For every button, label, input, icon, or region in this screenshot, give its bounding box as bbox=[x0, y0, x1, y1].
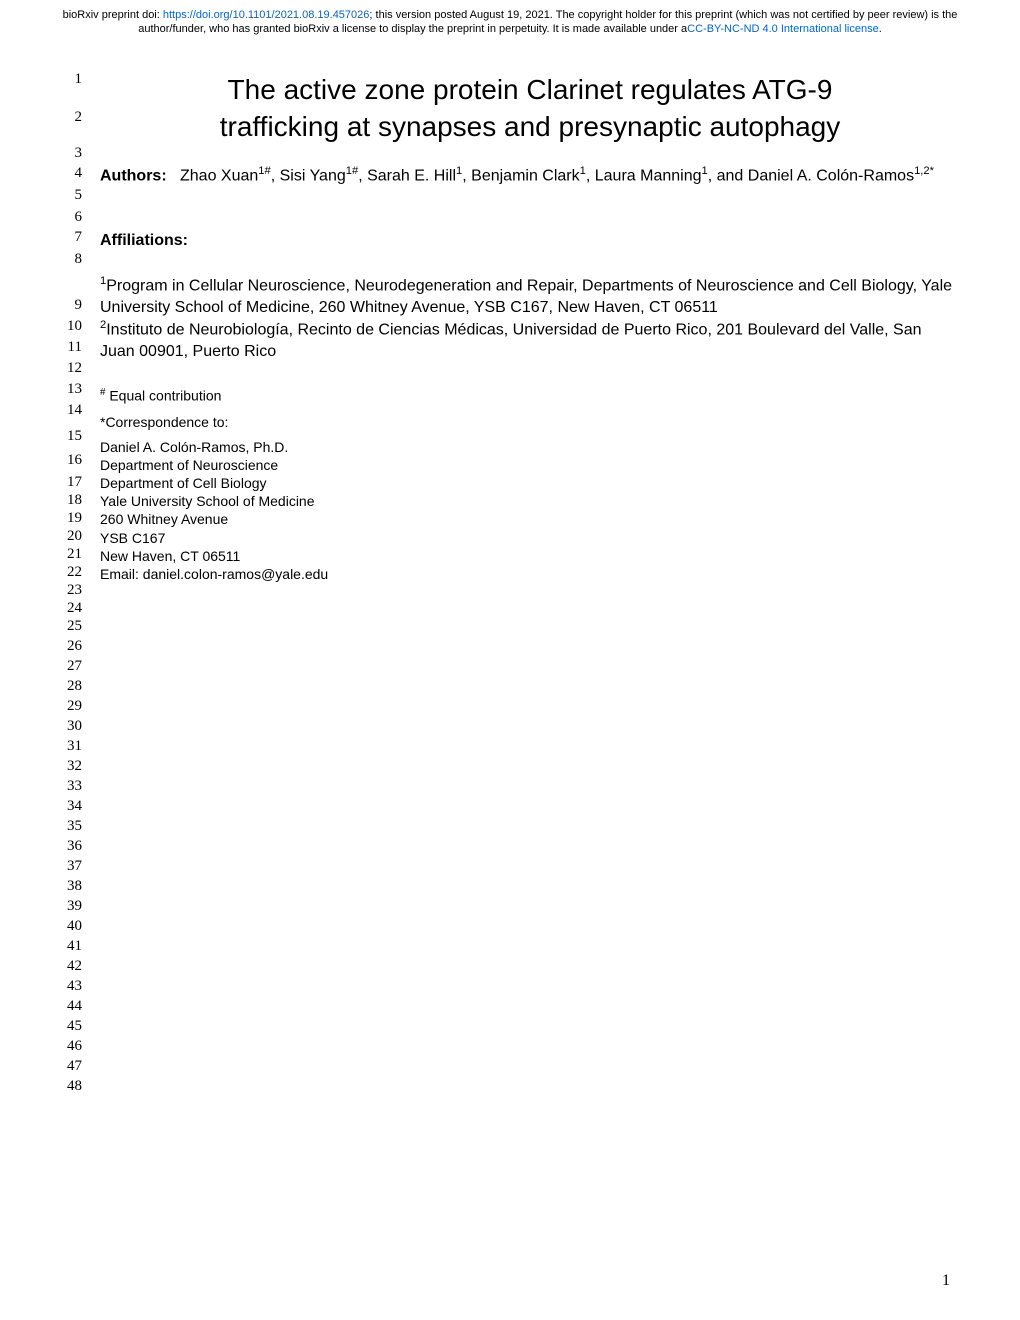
line-number: 14 bbox=[60, 402, 100, 428]
title-line-1: The active zone protein Clarinet regulat… bbox=[228, 74, 833, 105]
line-number: 23 bbox=[60, 582, 100, 600]
content-wrapper: 1 2 3 4 5 6 7 8 9 10 11 12 13 14 15 16 1… bbox=[0, 41, 1020, 1118]
correspondence-line: Daniel A. Colón-Ramos, Ph.D. bbox=[100, 438, 960, 456]
line-number: 37 bbox=[60, 858, 100, 878]
line-number: 7 bbox=[60, 229, 100, 251]
author-sup: 1# bbox=[258, 165, 270, 177]
page-number: 1 bbox=[942, 1272, 950, 1290]
line-number: 36 bbox=[60, 838, 100, 858]
line-number: 44 bbox=[60, 998, 100, 1018]
author: , Sisi Yang bbox=[271, 168, 346, 185]
line-number: 46 bbox=[60, 1038, 100, 1058]
line-number: 32 bbox=[60, 758, 100, 778]
line-number: 24 bbox=[60, 600, 100, 618]
header-prefix: bioRxiv preprint doi: bbox=[63, 9, 163, 21]
line-number: 13 bbox=[60, 381, 100, 402]
line-number: 47 bbox=[60, 1058, 100, 1078]
affiliation-text: Program in Cellular Neuroscience, Neurod… bbox=[100, 277, 952, 316]
author: Zhao Xuan bbox=[180, 168, 258, 185]
line-number: 39 bbox=[60, 898, 100, 918]
line-number: 41 bbox=[60, 938, 100, 958]
line-number: 43 bbox=[60, 978, 100, 998]
affiliation: 1Program in Cellular Neuroscience, Neuro… bbox=[100, 274, 960, 319]
author: , Laura Manning bbox=[586, 168, 702, 185]
correspondence-line: Department of Neuroscience bbox=[100, 456, 960, 474]
line-number: 12 bbox=[60, 360, 100, 381]
line-number: 38 bbox=[60, 878, 100, 898]
header-suffix: . bbox=[879, 23, 882, 35]
author: , and Daniel A. Colón-Ramos bbox=[708, 168, 914, 185]
affiliation: 2Instituto de Neurobiología, Recinto de … bbox=[100, 318, 960, 363]
equal-contrib-text: Equal contribution bbox=[105, 388, 221, 404]
line-number: 22 bbox=[60, 564, 100, 582]
line-number: 10 bbox=[60, 318, 100, 339]
correspondence-line: 260 Whitney Avenue bbox=[100, 510, 960, 528]
line-number: 25 bbox=[60, 618, 100, 638]
line-number: 3 bbox=[60, 145, 100, 165]
correspondence-line: Email: daniel.colon-ramos@yale.edu bbox=[100, 565, 960, 583]
line-number: 16 bbox=[60, 452, 100, 474]
line-number: 34 bbox=[60, 798, 100, 818]
authors: Authors: Zhao Xuan1#, Sisi Yang1#, Sarah… bbox=[100, 164, 960, 188]
line-number: 27 bbox=[60, 658, 100, 678]
license-link[interactable]: CC-BY-NC-ND 4.0 International license bbox=[687, 23, 879, 35]
paper-title: The active zone protein Clarinet regulat… bbox=[100, 71, 960, 147]
line-number: 15 bbox=[60, 428, 100, 452]
line-number: 18 bbox=[60, 492, 100, 510]
main-content: The active zone protein Clarinet regulat… bbox=[100, 71, 960, 1098]
affiliations-heading: Affiliations: bbox=[100, 232, 960, 250]
line-number: 42 bbox=[60, 958, 100, 978]
line-number: 30 bbox=[60, 718, 100, 738]
line-number: 35 bbox=[60, 818, 100, 838]
correspondence-line: YSB C167 bbox=[100, 529, 960, 547]
line-number: 9 bbox=[60, 297, 100, 318]
line-number: 5 bbox=[60, 187, 100, 209]
line-number-gutter: 1 2 3 4 5 6 7 8 9 10 11 12 13 14 15 16 1… bbox=[60, 71, 100, 1098]
line-number: 29 bbox=[60, 698, 100, 718]
line-number: 45 bbox=[60, 1018, 100, 1038]
line-number: 6 bbox=[60, 209, 100, 229]
author: , Sarah E. Hill bbox=[358, 168, 456, 185]
line-number: 48 bbox=[60, 1078, 100, 1098]
correspondence-block: Daniel A. Colón-Ramos, Ph.D. Department … bbox=[100, 438, 960, 584]
correspondence-label: *Correspondence to: bbox=[100, 414, 960, 430]
equal-contribution: # Equal contribution bbox=[100, 387, 960, 404]
line-number: 8 bbox=[60, 251, 100, 297]
doi-link[interactable]: https://doi.org/10.1101/2021.08.19.45702… bbox=[163, 9, 370, 21]
line-number: 26 bbox=[60, 638, 100, 658]
author-sup: 1# bbox=[346, 165, 358, 177]
line-number: 1 bbox=[60, 71, 100, 109]
title-line-2: trafficking at synapses and presynaptic … bbox=[220, 111, 841, 142]
correspondence-line: Department of Cell Biology bbox=[100, 474, 960, 492]
correspondence-line: Yale University School of Medicine bbox=[100, 492, 960, 510]
line-number: 19 bbox=[60, 510, 100, 528]
authors-label: Authors: bbox=[100, 168, 167, 185]
preprint-header-notice: bioRxiv preprint doi: https://doi.org/10… bbox=[0, 0, 1020, 41]
line-number: 40 bbox=[60, 918, 100, 938]
line-number: 33 bbox=[60, 778, 100, 798]
line-number: 21 bbox=[60, 546, 100, 564]
author-sup: 1,2* bbox=[914, 165, 934, 177]
line-number: 11 bbox=[60, 339, 100, 360]
line-number: 28 bbox=[60, 678, 100, 698]
correspondence-line: New Haven, CT 06511 bbox=[100, 547, 960, 565]
line-number: 17 bbox=[60, 474, 100, 492]
author: , Benjamin Clark bbox=[462, 168, 579, 185]
line-number: 4 bbox=[60, 165, 100, 187]
line-number: 2 bbox=[60, 109, 100, 145]
line-number: 31 bbox=[60, 738, 100, 758]
affiliation-text: Instituto de Neurobiología, Recinto de C… bbox=[100, 322, 922, 361]
line-number: 20 bbox=[60, 528, 100, 546]
